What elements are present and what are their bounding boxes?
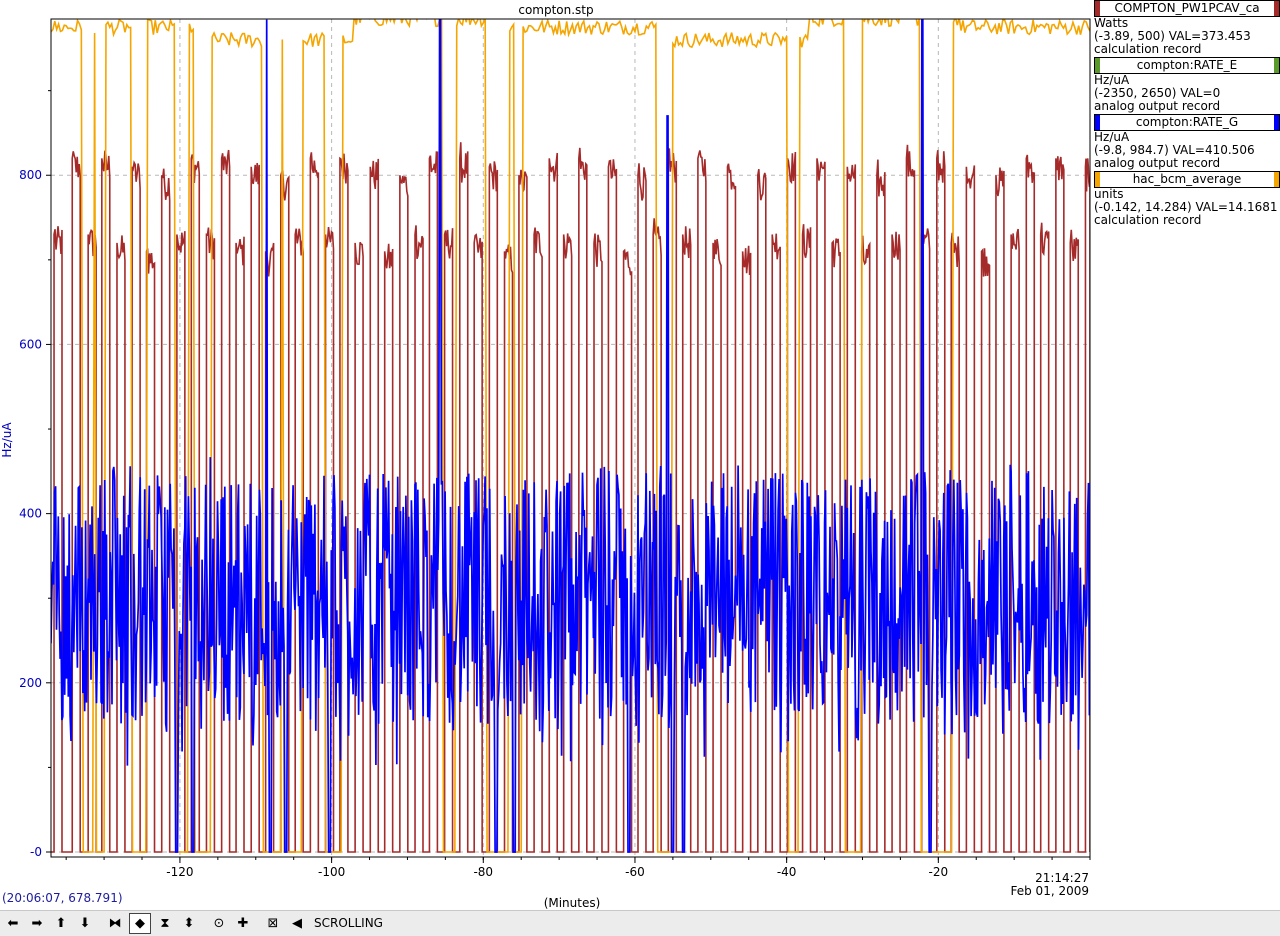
legend-label: compton:RATE_E bbox=[1136, 58, 1238, 72]
legend-label: hac_bcm_average bbox=[1132, 172, 1242, 186]
legend-item-bcm-average[interactable]: hac_bcm_average bbox=[1094, 171, 1280, 188]
arrow-down-icon[interactable]: ⬇ bbox=[79, 916, 91, 931]
zoom-in-y-icon[interactable]: ⧗ bbox=[160, 916, 170, 931]
zoom-out-x-icon[interactable]: ◆ bbox=[129, 913, 151, 934]
legend-range: (-2350, 2650) VAL=0 bbox=[1094, 86, 1221, 100]
mode-label: SCROLLING bbox=[314, 916, 383, 930]
legend-range: (-0.142, 14.284) VAL=14.1681 bbox=[1094, 200, 1278, 214]
autoscale-icon[interactable]: ⊙ bbox=[213, 916, 225, 931]
zoom-out-y-icon[interactable]: ⬍ bbox=[183, 916, 195, 931]
x-tick-label: -80 bbox=[473, 865, 493, 879]
legend-record-type: analog output record bbox=[1094, 99, 1221, 113]
legend: COMPTON_PW1PCAV_ca Watts (-3.89, 500) VA… bbox=[1094, 0, 1280, 227]
legend-label: compton:RATE_G bbox=[1135, 115, 1239, 129]
y-axis-label: Hz/uA bbox=[0, 422, 14, 458]
chart-title: compton.stp bbox=[518, 3, 593, 17]
legend-range: (-9.8, 984.7) VAL=410.506 bbox=[1094, 143, 1255, 157]
legend-item-rate-e[interactable]: compton:RATE_E bbox=[1094, 57, 1280, 74]
legend-units: Hz/uA bbox=[1094, 73, 1130, 87]
end-date-label: Feb 01, 2009 bbox=[1011, 884, 1090, 898]
x-tick-label: -120 bbox=[166, 865, 193, 879]
back-icon[interactable]: ◀ bbox=[292, 916, 302, 931]
toolbar: ⬅ ➡ ⬆ ⬇ ⧓ ◆ ⧗ ⬍ ⊙ ✚ ⊠ ◀ SCROLLING bbox=[0, 910, 1280, 936]
zoom-in-x-icon[interactable]: ⧓ bbox=[108, 916, 122, 931]
arrow-left-icon[interactable]: ⬅ bbox=[7, 916, 19, 931]
legend-units: Hz/uA bbox=[1094, 130, 1130, 144]
legend-range: (-3.89, 500) VAL=373.453 bbox=[1094, 29, 1251, 43]
legend-item-pw1pcav[interactable]: COMPTON_PW1PCAV_ca bbox=[1094, 0, 1280, 17]
timescale-icon[interactable]: ⊠ bbox=[267, 916, 279, 931]
x-tick-label: -40 bbox=[777, 865, 797, 879]
legend-record-type: calculation record bbox=[1094, 213, 1202, 227]
cursor-coordinate-readout: (20:06:07, 678.791) bbox=[2, 891, 123, 905]
y-tick-label: 600 bbox=[19, 337, 42, 351]
y-tick-label: 400 bbox=[19, 507, 42, 521]
strip-chart[interactable]: compton.stp -120 -100 -80 -60 -40 -20 -0 200 400… bbox=[0, 0, 1280, 910]
legend-item-rate-g[interactable]: compton:RATE_G bbox=[1094, 114, 1280, 131]
arrow-right-icon[interactable]: ➡ bbox=[31, 916, 43, 931]
x-tick-label: -20 bbox=[929, 865, 949, 879]
arrow-up-icon[interactable]: ⬆ bbox=[55, 916, 67, 931]
series-line-rate-g bbox=[51, 19, 1090, 853]
plot-frame bbox=[50, 18, 1091, 858]
y-tick-label: 200 bbox=[19, 676, 42, 690]
legend-units: units bbox=[1094, 187, 1124, 201]
legend-units: Watts bbox=[1094, 16, 1129, 30]
series-line-bcm-average bbox=[51, 19, 1090, 853]
x-tick-label: -60 bbox=[625, 865, 645, 879]
end-time-label: 21:14:27 bbox=[1035, 871, 1089, 885]
x-tick-label: -100 bbox=[318, 865, 345, 879]
legend-record-type: calculation record bbox=[1094, 42, 1202, 56]
y-tick-label: -0 bbox=[30, 845, 42, 859]
legend-record-type: analog output record bbox=[1094, 156, 1221, 170]
x-axis-label: (Minutes) bbox=[544, 896, 601, 910]
add-icon[interactable]: ✚ bbox=[237, 916, 249, 931]
legend-label: COMPTON_PW1PCAV_ca bbox=[1114, 1, 1260, 15]
y-tick-label: 800 bbox=[19, 168, 42, 182]
